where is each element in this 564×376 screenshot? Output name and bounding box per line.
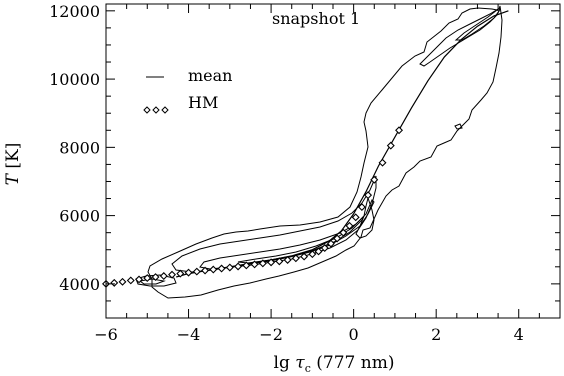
x-tick-label: 0: [349, 325, 359, 344]
contour-outer: [147, 5, 503, 299]
contour-middle: [419, 8, 501, 67]
legend-hm-label: HM: [188, 93, 218, 112]
hm-marker: [118, 277, 127, 286]
x-axis-label-suffix: (777 nm): [311, 353, 395, 373]
x-axis-label-subscript: c: [305, 362, 311, 375]
hm-marker: [250, 260, 259, 269]
contour-band-lower: [171, 175, 377, 273]
contour-lower-branch: [355, 196, 375, 239]
x-tick-label: −2: [259, 325, 283, 344]
hm-marker: [333, 234, 342, 243]
x-tick-label: −4: [177, 325, 201, 344]
y-tick-label: 10000: [49, 70, 100, 89]
hm-marker: [258, 259, 267, 268]
y-tick-label: 6000: [59, 207, 100, 226]
hm-marker: [320, 244, 329, 253]
hm-marker: [209, 265, 218, 274]
legend-hm-marker: [143, 106, 151, 114]
legend-hm-markers: [143, 106, 169, 114]
hm-marker: [395, 126, 404, 135]
hm-marker: [275, 257, 284, 266]
contour-left-blob: [135, 274, 177, 287]
hm-marker: [351, 213, 360, 222]
hm-marker: [242, 261, 251, 270]
hm-marker: [217, 264, 226, 273]
x-axis-label-prefix: lg: [274, 353, 296, 373]
hm-marker: [339, 228, 348, 237]
hm-marker: [386, 141, 395, 150]
hm-marker: [267, 258, 276, 267]
x-tick-label: −6: [94, 325, 118, 344]
y-tick-label: 4000: [59, 275, 100, 294]
x-tick-label: 4: [514, 325, 524, 344]
hm-marker: [176, 269, 185, 278]
legend-hm-marker: [152, 106, 160, 114]
hm-marker: [234, 262, 243, 271]
hm-marker: [378, 158, 387, 167]
hm-marker: [314, 247, 323, 256]
hm-marker: [135, 275, 143, 284]
hm-marker: [357, 203, 366, 212]
hm-marker: [300, 252, 309, 261]
legend-hm-marker: [161, 106, 169, 114]
hm-marker: [370, 175, 379, 184]
hm-marker: [159, 272, 168, 280]
contour-small-spot: [454, 123, 463, 130]
x-axis-label-symbol: τ: [295, 353, 305, 373]
contour-inner-top: [454, 9, 500, 41]
y-axis-label-symbol: T: [3, 172, 23, 185]
hm-marker: [326, 239, 335, 248]
plot-frame: [105, 3, 561, 319]
hm-marker: [143, 274, 152, 283]
hm-marker: [364, 191, 373, 200]
y-tick-label: 12000: [49, 2, 100, 21]
y-tick-label: 8000: [59, 138, 100, 157]
y-axis-label-unit: [K]: [3, 143, 23, 174]
x-axis-label: lg τc (777 nm): [274, 353, 395, 375]
legend: mean HM: [143, 66, 232, 114]
hm-marker: [225, 263, 234, 272]
hm-marker: [201, 266, 210, 275]
hm-marker: [308, 250, 317, 259]
hm-marker: [345, 221, 354, 230]
hm-marker: [168, 270, 177, 279]
y-axis-label: T [K]: [3, 143, 23, 186]
contour-band-inner: [237, 215, 365, 264]
hm-marker: [151, 273, 160, 282]
hm-marker: [192, 267, 201, 276]
x-tick-label: 2: [431, 325, 441, 344]
hm-marker: [291, 254, 300, 263]
hm-marker: [126, 276, 135, 285]
snapshot-annotation: snapshot 1: [272, 9, 360, 28]
hm-marker: [283, 256, 292, 264]
legend-mean-label: mean: [188, 66, 232, 85]
hm-marker: [110, 278, 119, 287]
contour-left-inner: [138, 278, 166, 285]
axes: −6 −4 −2 0 2 4 4000 6000 8000 10000 12000: [49, 2, 561, 344]
hm-marker: [184, 268, 193, 277]
